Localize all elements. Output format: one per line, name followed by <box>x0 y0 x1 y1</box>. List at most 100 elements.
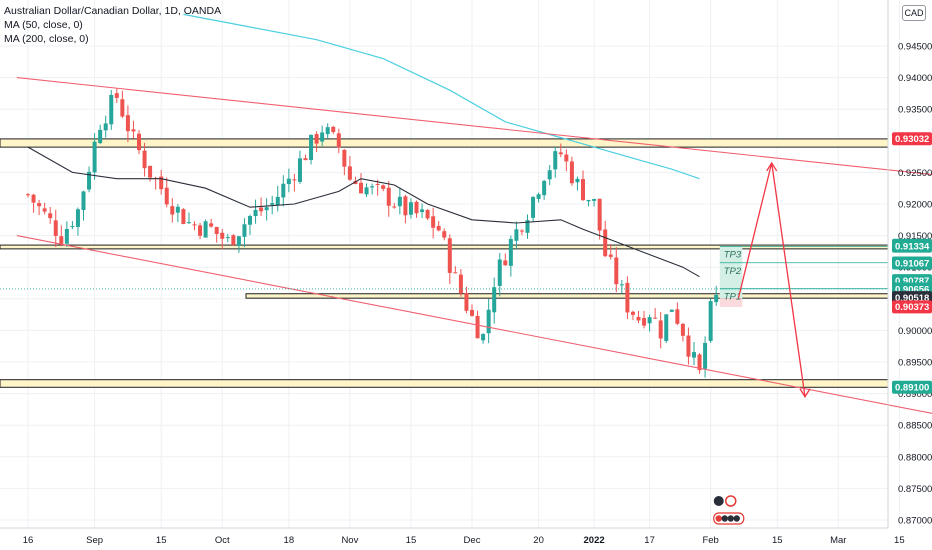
event-dot-icon <box>733 515 740 522</box>
candle-body <box>642 317 647 326</box>
candle-body <box>70 226 75 228</box>
price-tag <box>892 256 932 270</box>
candle-body <box>75 209 80 227</box>
candle-body <box>503 260 508 266</box>
candle-body <box>92 141 97 173</box>
currency-badge[interactable]: CAD <box>902 5 926 21</box>
price-tick-label: 0.93500 <box>898 105 932 116</box>
candle-body <box>597 198 602 231</box>
candle-body <box>186 222 191 224</box>
candle-body <box>242 224 247 237</box>
candle-body <box>403 196 408 216</box>
candle-body <box>270 203 275 205</box>
candle-body <box>281 183 286 198</box>
candle-body <box>392 206 397 208</box>
candle-body <box>286 178 291 185</box>
candle-body <box>220 232 225 239</box>
price-tick-label: 0.90000 <box>898 326 932 337</box>
candle-body <box>703 342 708 369</box>
legend-ma50[interactable]: MA (50, close, 0) <box>4 19 83 31</box>
candle-body <box>209 223 214 227</box>
candle-body <box>131 129 136 132</box>
candle-body <box>514 229 519 241</box>
support-resistance-zone <box>0 138 889 148</box>
candle-body <box>536 194 541 199</box>
time-tick-label: Nov <box>341 535 358 546</box>
price-tag-text: 0.89100 <box>895 383 929 394</box>
candle-body <box>481 334 486 341</box>
candle-body <box>64 228 69 244</box>
candle-body <box>614 257 619 285</box>
price-tag <box>892 300 932 314</box>
price-tick-label: 0.88000 <box>898 452 932 463</box>
time-tick-label: 20 <box>533 535 544 546</box>
flag-ca-icon <box>725 495 737 507</box>
candle-body <box>464 293 469 311</box>
time-tick-label: 17 <box>644 535 655 546</box>
candle-body <box>475 315 480 339</box>
candle-body <box>575 178 580 183</box>
candle-body <box>447 238 452 273</box>
grid-lines <box>0 0 900 528</box>
projection-arrowhead <box>799 388 811 398</box>
price-tick-label: 0.91500 <box>898 231 932 242</box>
candle-body <box>686 335 691 357</box>
price-tick-label: 0.94500 <box>898 42 932 53</box>
price-tick-label: 0.87000 <box>898 516 932 527</box>
candle-body <box>586 199 591 202</box>
event-markers <box>713 495 745 525</box>
candle-body <box>98 129 103 144</box>
candle-body <box>619 284 624 286</box>
legend-symbol[interactable]: Australian Dollar/Canadian Dollar, 1D, O… <box>4 5 222 17</box>
candle-body <box>581 179 585 201</box>
candle-body <box>225 237 230 239</box>
candle-body <box>692 352 696 358</box>
price-tag-text: 0.90656 <box>895 284 929 295</box>
candle-body <box>148 165 153 178</box>
candle-body <box>458 274 463 294</box>
candle-body <box>386 187 391 206</box>
chart-legend: Australian Dollar/Canadian Dollar, 1D, O… <box>4 4 221 46</box>
candle-body <box>408 202 413 215</box>
take-profit-box <box>719 246 743 299</box>
candle-body <box>603 229 608 257</box>
candle-body <box>303 158 308 161</box>
candle-body <box>142 150 147 169</box>
candle-body <box>647 317 652 324</box>
take-profit-label: TP1 <box>724 292 741 303</box>
candle-body <box>170 206 175 215</box>
candle-body <box>442 231 447 238</box>
take-profit-label: TP3 <box>724 249 742 260</box>
candle-body <box>420 209 425 213</box>
candle-body <box>470 309 474 316</box>
take-profit-label: TP2 <box>724 266 742 277</box>
candle-body <box>26 194 30 196</box>
candle-body <box>297 158 302 182</box>
price-tick-label: 0.89500 <box>898 358 932 369</box>
price-tick-label: 0.89000 <box>898 389 932 400</box>
candle-body <box>569 161 574 184</box>
candle-body <box>658 320 663 339</box>
candle-body <box>81 191 86 211</box>
candle-body <box>159 176 164 190</box>
time-tick-label: 18 <box>284 535 295 546</box>
candle-body <box>109 94 114 125</box>
time-tick-label: Feb <box>702 535 718 546</box>
price-tick-label: 0.87500 <box>898 484 932 495</box>
candle-body <box>53 220 58 236</box>
price-tag-text: 0.91067 <box>895 258 929 269</box>
candle-body <box>453 272 458 274</box>
price-tag-text: 0.91334 <box>895 241 930 252</box>
time-tick-label: Sep <box>86 535 103 546</box>
candle-body <box>436 225 441 231</box>
candle-body <box>364 187 369 195</box>
candle-body <box>519 230 524 232</box>
candle-body <box>125 115 130 132</box>
time-tick-label: Mar <box>830 535 846 546</box>
candle-body <box>708 301 713 341</box>
candle-body <box>497 259 502 286</box>
legend-ma200[interactable]: MA (200, close, 0) <box>4 33 89 45</box>
candle-body <box>714 294 719 303</box>
price-tag-text: 0.90518 <box>895 293 929 304</box>
